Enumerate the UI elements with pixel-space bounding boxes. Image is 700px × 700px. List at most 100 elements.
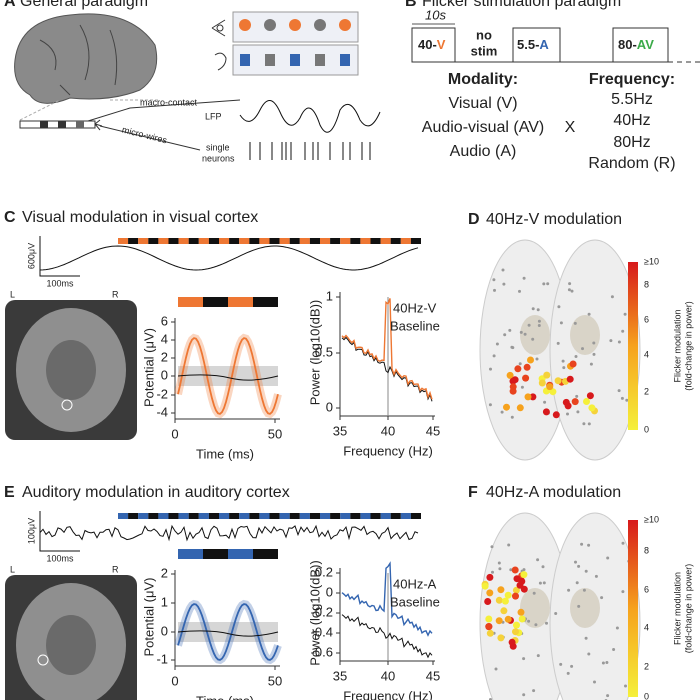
electrode-dot [497,586,505,594]
electrode-dot [537,319,541,323]
y-label: Potential (μV) [141,577,156,656]
electrode-dot [566,412,569,416]
panel-letter: E [4,484,15,501]
stim-bar [390,513,401,519]
x-label: Frequency (Hz) [343,443,433,458]
stim-bar [299,513,310,519]
stim-bar [219,513,230,519]
stim-bar [168,513,179,519]
y-tick-label: -0.4 [311,624,333,639]
electrode-dot [577,604,581,608]
electrode-dot [532,591,536,595]
x-tick-label: 0 [171,426,178,441]
electrode-dot [621,329,625,333]
panel-letter: D [468,211,480,228]
brain-sulci [39,24,118,96]
mod: AV [637,37,654,52]
electrode-dot [507,543,511,547]
colorbar-label: Flicker modulation [672,572,682,645]
stim-bar [259,513,270,519]
electrode-dot [587,312,591,316]
electrode-dot [621,590,625,594]
electrode-dot [576,410,580,414]
electrode-dot [610,295,614,299]
electrode-dot [536,558,540,562]
stim-bar [279,238,290,244]
colorbar-label: Flicker modulation [672,309,682,382]
stim-bar [208,513,219,519]
stim-bar [370,238,381,244]
electrode-dot [503,333,507,337]
electrode-dot [510,415,514,419]
stim-bar [229,513,240,519]
electrode-dot [512,592,519,600]
y-tick-label: -4 [156,404,168,419]
no-stim: stim [471,43,498,58]
electrode-dot [574,355,578,358]
legend: 40Hz-V [393,300,437,315]
stim-bar [320,513,331,519]
scale-t: 100ms [46,278,74,288]
frequency: 40Hz [613,112,650,129]
stim-bar [360,513,371,519]
x-tick-label: 35 [333,423,347,438]
electrode-dot [559,662,563,666]
colorbar-label: (fold-change in power) [683,564,693,654]
frequency: Random (R) [588,155,675,172]
electrode-dot [534,623,538,627]
electrode-dot [500,410,504,414]
electrode-dot [538,379,546,387]
electrode-dot [571,398,579,406]
stim-bar [168,238,179,244]
duration: 10s [425,7,446,22]
electrode-dot [623,312,627,316]
lfp-trace [239,100,381,133]
y-tick-label: 0.2 [315,564,333,579]
stim-bar [289,513,300,519]
y-tick-label: 0 [326,399,333,414]
mri-r: R [112,289,119,299]
stim-bar [400,238,411,244]
thalamus [520,588,550,628]
electrode-dot [617,340,621,344]
x-tick-label: 40 [381,423,395,438]
brain [14,13,158,104]
electrode-dot [536,308,540,312]
electrode-dot [502,282,506,286]
y-label: Power (log10(dB)) [307,300,322,406]
electrode-dot [536,654,540,658]
stim-bar [219,238,230,244]
stim-bar [198,513,209,519]
stim-bar [249,513,260,519]
mri-l: L [10,289,15,299]
frequency: 80Hz [613,134,650,151]
electrode-dot [522,276,526,280]
y-tick-label: -0.6 [311,644,333,659]
stim-bar [279,513,290,519]
electrode-dot [501,268,505,272]
stim-bar [380,238,391,244]
electrode-dot [584,636,588,640]
electrode-dot [518,577,526,585]
electrode-dot [503,403,510,411]
electrode-dot [546,282,550,286]
y-tick-label: 0 [161,623,168,638]
electrode-dot [621,541,625,545]
stim-bar [228,549,253,559]
stim-bar [370,513,381,519]
electrode-dot [491,570,494,574]
electrode-dot [497,561,501,565]
electrode-dot [481,582,489,590]
electrode-dot [554,612,558,615]
baseline-band [178,366,278,386]
colorbar-tick: 8 [644,545,649,555]
electrode-dot [587,543,591,547]
roi [61,399,73,411]
block-label: 40-V [418,37,446,52]
block [411,27,456,63]
electrode-dot [546,383,554,391]
electrode-dot [574,560,577,564]
y-tick-label: 0 [161,367,168,382]
electrode-dot [527,323,531,327]
panel-title: General paradigm [20,0,148,10]
